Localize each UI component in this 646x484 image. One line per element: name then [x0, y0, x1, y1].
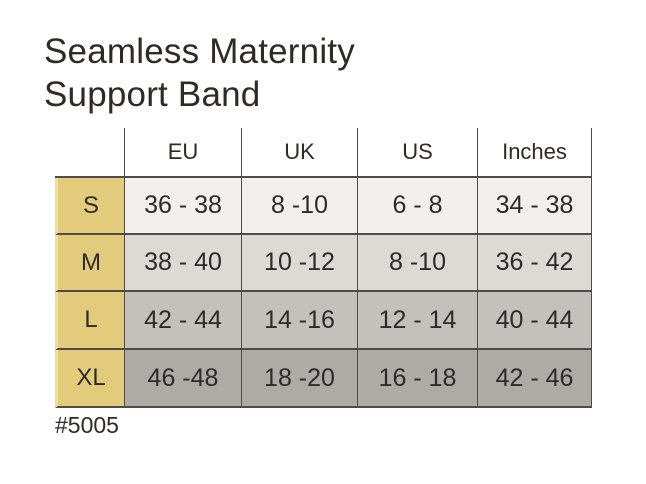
table-cell: 40 - 44	[478, 292, 592, 350]
table-cell: 16 - 18	[358, 350, 478, 408]
column-header-inches: Inches	[478, 128, 592, 178]
size-chart-table: EU UK US Inches S 36 - 38 8 -10 6 - 8 34…	[55, 128, 592, 408]
table-cell: 36 - 42	[478, 235, 592, 292]
row-label-l: L	[55, 292, 125, 350]
product-code: #5005	[55, 412, 119, 438]
table-cell: 42 - 46	[478, 350, 592, 408]
column-header-us: US	[358, 128, 478, 178]
table-cell: 8 -10	[358, 235, 478, 292]
page-title: Seamless Maternity Support Band	[44, 32, 355, 114]
table-cell: 14 -16	[242, 292, 358, 350]
table-cell: 38 - 40	[125, 235, 242, 292]
table-cell: 12 - 14	[358, 292, 478, 350]
column-header-eu: EU	[125, 128, 242, 178]
table-cell: 46 -48	[125, 350, 242, 408]
table-corner-spacer	[55, 128, 125, 178]
table-cell: 10 -12	[242, 235, 358, 292]
table-cell: 18 -20	[242, 350, 358, 408]
row-label-xl: XL	[55, 350, 125, 408]
table-cell: 36 - 38	[125, 178, 242, 235]
table-cell: 6 - 8	[358, 178, 478, 235]
row-label-m: M	[55, 235, 125, 292]
table-cell: 34 - 38	[478, 178, 592, 235]
row-label-s: S	[55, 178, 125, 235]
column-header-uk: UK	[242, 128, 358, 178]
table-cell: 42 - 44	[125, 292, 242, 350]
table-cell: 8 -10	[242, 178, 358, 235]
